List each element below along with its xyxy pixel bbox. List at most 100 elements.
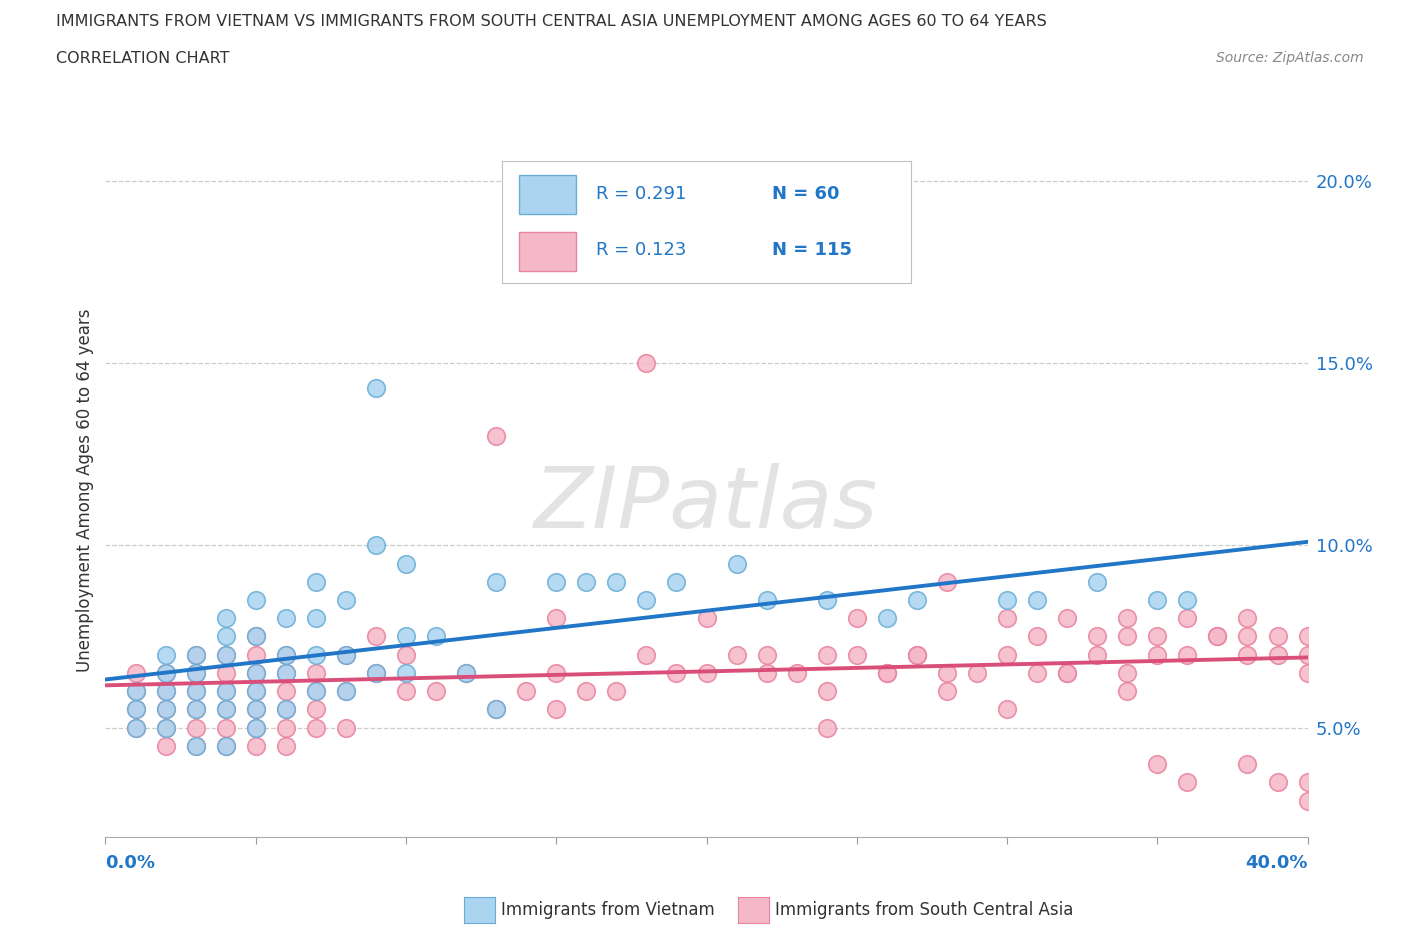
Point [815, 720, 838, 735]
Point [1116, 666, 1139, 681]
Point [124, 702, 146, 717]
Point [274, 647, 297, 662]
Point [725, 209, 748, 224]
Point [1206, 629, 1229, 644]
Point [155, 684, 177, 698]
Point [1236, 757, 1258, 772]
Point [245, 702, 267, 717]
Point [1326, 611, 1348, 626]
Point [1236, 629, 1258, 644]
Point [245, 629, 267, 644]
Point [395, 556, 418, 571]
Point [184, 738, 207, 753]
Point [485, 702, 508, 717]
Point [305, 647, 328, 662]
Point [905, 647, 928, 662]
Point [184, 684, 207, 698]
Point [335, 684, 357, 698]
Point [1296, 647, 1319, 662]
Point [755, 592, 778, 607]
Point [546, 575, 568, 590]
Point [305, 684, 328, 698]
Point [485, 702, 508, 717]
Point [305, 611, 328, 626]
Point [245, 720, 267, 735]
Text: IMMIGRANTS FROM VIETNAM VS IMMIGRANTS FROM SOUTH CENTRAL ASIA UNEMPLOYMENT AMONG: IMMIGRANTS FROM VIETNAM VS IMMIGRANTS FR… [56, 14, 1047, 29]
Point [936, 666, 959, 681]
Point [335, 647, 357, 662]
Point [1116, 611, 1139, 626]
Point [214, 647, 236, 662]
Point [876, 666, 898, 681]
Point [335, 647, 357, 662]
Point [184, 702, 207, 717]
Point [1236, 611, 1258, 626]
Point [184, 702, 207, 717]
Point [274, 702, 297, 717]
Point [124, 720, 146, 735]
Point [995, 647, 1018, 662]
Point [274, 647, 297, 662]
Point [1175, 775, 1198, 790]
Point [696, 611, 718, 626]
Point [184, 666, 207, 681]
Point [124, 666, 146, 681]
Point [546, 611, 568, 626]
Point [1026, 666, 1049, 681]
Point [364, 629, 387, 644]
Point [335, 592, 357, 607]
Point [1056, 611, 1078, 626]
Point [936, 684, 959, 698]
Point [1267, 647, 1289, 662]
Point [546, 702, 568, 717]
Point [845, 647, 868, 662]
Point [364, 381, 387, 396]
Point [274, 611, 297, 626]
Point [245, 629, 267, 644]
Point [364, 666, 387, 681]
Point [936, 575, 959, 590]
Point [155, 647, 177, 662]
Point [1267, 775, 1289, 790]
Point [245, 702, 267, 717]
Point [214, 738, 236, 753]
Point [184, 647, 207, 662]
Point [155, 666, 177, 681]
Point [305, 720, 328, 735]
Point [155, 702, 177, 717]
Point [245, 720, 267, 735]
Point [425, 684, 447, 698]
Point [876, 611, 898, 626]
Point [905, 647, 928, 662]
Point [1175, 611, 1198, 626]
Point [1026, 629, 1049, 644]
Text: CORRELATION CHART: CORRELATION CHART [56, 51, 229, 66]
Point [665, 666, 688, 681]
Point [1085, 629, 1108, 644]
Point [395, 684, 418, 698]
Point [184, 720, 207, 735]
Text: Source: ZipAtlas.com: Source: ZipAtlas.com [1216, 51, 1364, 65]
Point [184, 647, 207, 662]
Point [214, 738, 236, 753]
Point [1026, 592, 1049, 607]
Point [876, 666, 898, 681]
Point [1116, 629, 1139, 644]
Point [636, 355, 658, 370]
Point [575, 684, 598, 698]
Point [845, 611, 868, 626]
Point [1236, 647, 1258, 662]
Point [155, 720, 177, 735]
Point [214, 720, 236, 735]
Point [274, 702, 297, 717]
Point [155, 720, 177, 735]
Point [214, 684, 236, 698]
Point [184, 684, 207, 698]
Point [124, 684, 146, 698]
Point [1146, 647, 1168, 662]
Point [1267, 629, 1289, 644]
Point [605, 684, 627, 698]
Point [1326, 647, 1348, 662]
Point [696, 666, 718, 681]
Point [305, 702, 328, 717]
